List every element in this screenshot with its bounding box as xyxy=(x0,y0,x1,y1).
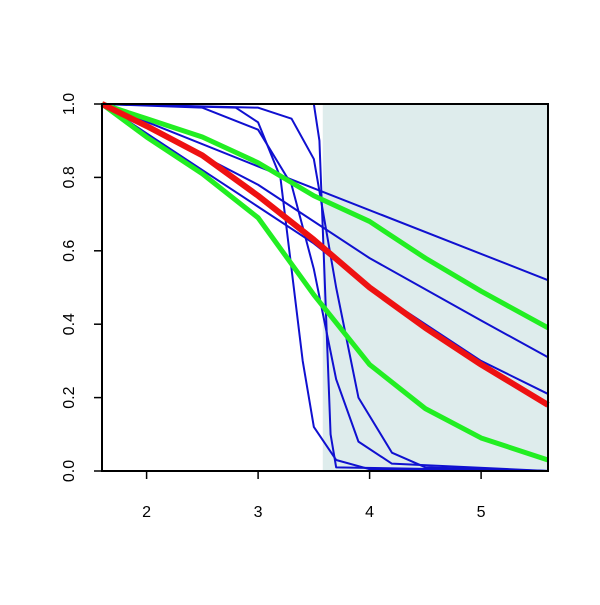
x-tick-label: 2 xyxy=(142,504,151,521)
y-tick-label: 0.4 xyxy=(61,313,78,335)
line xyxy=(100,101,549,463)
x-tick-label: 4 xyxy=(365,504,374,521)
line xyxy=(101,103,549,472)
y-tick-label: 0.6 xyxy=(61,240,78,262)
line xyxy=(101,101,550,331)
shaded-region xyxy=(322,104,548,471)
x-tick-label: 3 xyxy=(254,504,263,521)
line xyxy=(100,101,550,408)
y-tick-label: 0.0 xyxy=(61,460,78,482)
x-tick-label: 5 xyxy=(477,504,486,521)
y-tick-label: 1.0 xyxy=(61,93,78,115)
line xyxy=(101,103,549,472)
line xyxy=(101,103,549,282)
y-tick-label: 0.2 xyxy=(61,386,78,408)
plot-frame xyxy=(101,103,549,472)
line xyxy=(101,103,549,472)
y-tick-label: 0.8 xyxy=(61,166,78,188)
